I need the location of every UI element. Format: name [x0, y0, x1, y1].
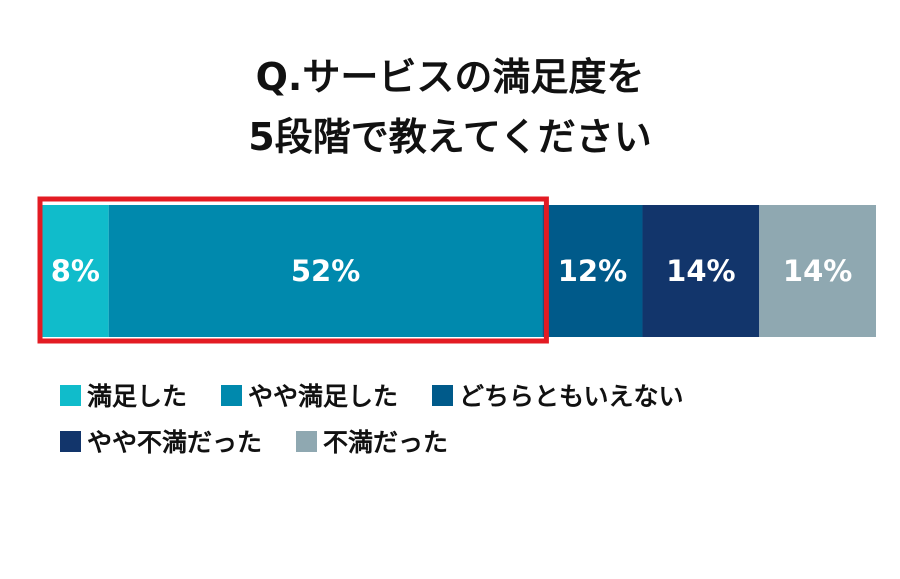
legend-label-neutral: どちらともいえない	[459, 382, 684, 411]
legend-swatch	[60, 430, 81, 452]
data-label-satisfied: 8%	[51, 254, 100, 288]
data-label-somewhat-satisfied: 52%	[291, 254, 360, 288]
legend-label-somewhat-dissatisfied: やや不満だった	[87, 428, 263, 457]
chart-title-line-1: Q.サービスの満足度を	[255, 55, 645, 99]
legend-item-neutral: どちらともいえない	[432, 377, 684, 413]
bar-segment-somewhat-satisfied	[108, 205, 543, 337]
legend-label-dissatisfied: 不満だった	[323, 428, 449, 457]
legend-item-somewhat-dissatisfied: やや不満だった	[60, 423, 262, 459]
data-label-dissatisfied: 14%	[783, 254, 852, 288]
legend-item-dissatisfied: 不満だった	[296, 423, 448, 459]
highlight-box	[37, 196, 549, 344]
legend-label-somewhat-satisfied: やや満足した	[248, 382, 399, 411]
data-label-somewhat-dissatisfied: 14%	[666, 254, 735, 288]
legend-swatch	[60, 384, 81, 406]
bar-segment-satisfied	[42, 205, 109, 337]
legend-swatch	[221, 384, 243, 406]
legend-swatch	[296, 430, 318, 452]
legend-row-1: 満足した やや満足した どちらともいえない	[60, 378, 718, 412]
data-label-neutral: 12%	[558, 254, 627, 288]
bar-segment-dissatisfied	[759, 205, 876, 337]
legend-item-somewhat-satisfied: やや満足した	[221, 377, 398, 413]
bar-segment-somewhat-dissatisfied	[642, 205, 760, 337]
bar-segment-neutral	[542, 205, 643, 337]
legend-row-2: やや不満だった 不満だった	[60, 424, 482, 458]
legend-label-satisfied: 満足した	[87, 382, 188, 411]
legend-item-satisfied: 満足した	[60, 377, 187, 413]
legend-swatch	[432, 384, 454, 406]
chart-title-line-2: 5段階で教えてください	[248, 115, 652, 159]
